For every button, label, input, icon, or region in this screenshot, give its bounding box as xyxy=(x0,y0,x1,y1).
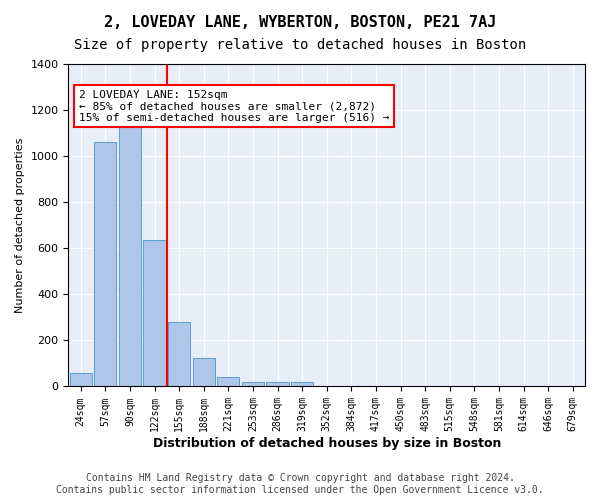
Bar xyxy=(242,382,264,386)
Bar xyxy=(217,378,239,386)
Text: Contains HM Land Registry data © Crown copyright and database right 2024.
Contai: Contains HM Land Registry data © Crown c… xyxy=(56,474,544,495)
Bar xyxy=(168,322,190,386)
Bar xyxy=(94,142,116,386)
Bar xyxy=(143,240,166,386)
Text: Size of property relative to detached houses in Boston: Size of property relative to detached ho… xyxy=(74,38,526,52)
Bar xyxy=(193,358,215,386)
Text: 2 LOVEDAY LANE: 152sqm
← 85% of detached houses are smaller (2,872)
15% of semi-: 2 LOVEDAY LANE: 152sqm ← 85% of detached… xyxy=(79,90,389,123)
Y-axis label: Number of detached properties: Number of detached properties xyxy=(15,138,25,313)
Bar xyxy=(291,382,313,386)
Bar xyxy=(266,382,289,386)
Bar xyxy=(119,122,141,386)
Bar xyxy=(70,372,92,386)
Text: 2, LOVEDAY LANE, WYBERTON, BOSTON, PE21 7AJ: 2, LOVEDAY LANE, WYBERTON, BOSTON, PE21 … xyxy=(104,15,496,30)
X-axis label: Distribution of detached houses by size in Boston: Distribution of detached houses by size … xyxy=(152,437,501,450)
